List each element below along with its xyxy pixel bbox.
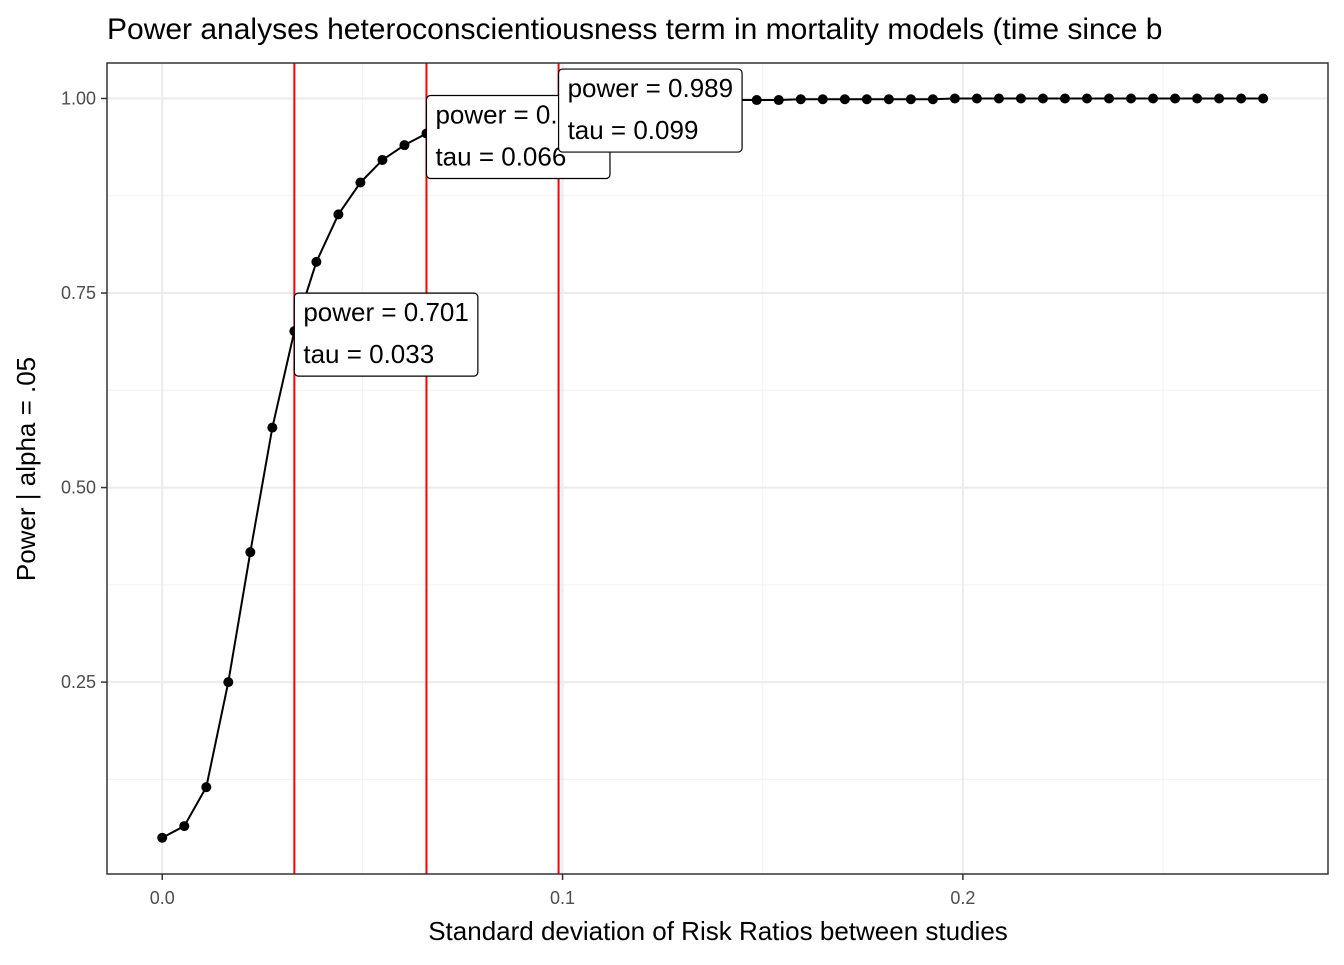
power-point <box>1214 93 1225 104</box>
y-tick-label: 1.00 <box>61 88 96 108</box>
power-point <box>201 782 212 793</box>
panel-border <box>106 62 1329 875</box>
power-point <box>1059 93 1070 104</box>
reference-lines <box>293 63 560 874</box>
power-point <box>179 821 190 832</box>
power-point <box>399 140 410 151</box>
power-point <box>817 94 828 105</box>
axes: 0.0 0.1 0.2 0.25 0.50 0.75 1.00 <box>61 88 975 908</box>
power-point <box>1192 93 1203 104</box>
power-point <box>267 422 278 433</box>
annotation-power-text: power = 0.701 <box>303 297 469 327</box>
power-point <box>927 94 938 105</box>
chart-title: Power analyses heteroconscientiousness t… <box>107 13 1162 46</box>
power-point <box>883 94 894 105</box>
power-point <box>157 832 168 843</box>
power-point <box>245 547 256 558</box>
power-point <box>949 93 960 104</box>
x-axis-title: Standard deviation of Risk Ratios betwee… <box>428 916 1008 946</box>
annotation-tau-text: tau = 0.099 <box>568 115 699 145</box>
power-point <box>839 94 850 105</box>
power-point <box>905 94 916 105</box>
annotation-box <box>293 292 479 377</box>
power-point <box>1148 93 1159 104</box>
annotation-box <box>557 68 743 153</box>
annotation-label: power = 0.701 tau = 0.033 <box>293 292 479 377</box>
power-point <box>1082 93 1093 104</box>
power-point <box>223 677 234 688</box>
annotation-tau-text: tau = 0.066 <box>435 142 566 172</box>
power-point <box>971 93 982 104</box>
power-point <box>1037 93 1048 104</box>
y-tick-label: 0.50 <box>61 478 96 498</box>
y-tick-label: 0.75 <box>61 283 96 303</box>
power-point <box>1015 93 1026 104</box>
annotation-power-text: power = 0.989 <box>568 73 734 103</box>
power-point <box>773 95 784 106</box>
power-point <box>333 209 344 220</box>
power-point <box>1236 93 1247 104</box>
power-point <box>311 256 322 267</box>
power-point <box>1104 93 1115 104</box>
power-point <box>1126 93 1137 104</box>
power-point <box>751 95 762 106</box>
x-tick-label: 0.1 <box>550 888 575 908</box>
y-tick-label: 0.25 <box>61 672 96 692</box>
x-tick-label: 0.2 <box>950 888 975 908</box>
y-axis-title: Power | alpha = .05 <box>11 357 41 581</box>
power-point <box>795 94 806 105</box>
power-point <box>355 177 366 188</box>
power-point <box>861 94 872 105</box>
power-point <box>1258 93 1269 104</box>
power-point <box>1170 93 1181 104</box>
annotation-tau-text: tau = 0.033 <box>303 339 434 369</box>
power-point <box>993 93 1004 104</box>
x-tick-label: 0.0 <box>150 888 175 908</box>
power-point <box>377 154 388 165</box>
annotation-label: power = 0.989 tau = 0.099 <box>557 68 743 153</box>
